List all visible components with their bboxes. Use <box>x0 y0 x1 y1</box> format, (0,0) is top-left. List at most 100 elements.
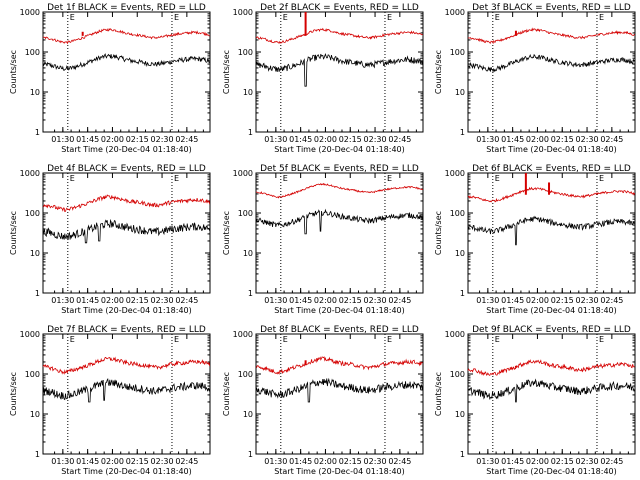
event-marker-label: E <box>387 13 392 22</box>
series-lld-line <box>255 182 424 199</box>
y-tick-label: 10 <box>455 249 465 258</box>
x-tick-label: 02:30 <box>151 457 174 466</box>
panel-title: Det 8f BLACK = Events, RED = LLD <box>260 325 419 335</box>
x-tick-label: 02:30 <box>151 135 174 144</box>
y-axis-label: Counts/sec <box>434 372 443 416</box>
x-tick-label: 02:45 <box>600 296 623 305</box>
y-tick-label: 10 <box>243 249 253 258</box>
y-tick-label: 1000 <box>233 330 253 339</box>
detector-panel-6: Det 6f BLACK = Events, RED = LLD 1 10 100 10… <box>434 164 636 315</box>
detector-panel-5: Det 5f BLACK = Events, RED = LLD 1 10 100 10… <box>222 164 424 315</box>
series-lld-line <box>255 27 423 44</box>
x-tick-label: 01:30 <box>264 296 287 305</box>
x-tick-label: 02:30 <box>576 296 599 305</box>
y-tick-label: 1 <box>460 289 465 298</box>
x-tick-label: 01:30 <box>476 135 499 144</box>
y-tick-label: 100 <box>25 48 40 57</box>
event-marker-label: E <box>174 335 179 344</box>
detector-panel-9: Det 9f BLACK = Events, RED = LLD 1 10 100 10… <box>434 325 636 476</box>
event-marker-label: E <box>599 335 604 344</box>
x-axis-label: Start Time (20-Dec-04 01:18:40) <box>61 467 192 476</box>
x-tick-label: 02:30 <box>364 135 387 144</box>
x-tick-label: 02:00 <box>526 296 549 305</box>
x-tick-label: 02:00 <box>101 296 124 305</box>
y-tick-label: 1000 <box>20 8 40 17</box>
y-tick-label: 1000 <box>445 330 465 339</box>
x-axis-label: Start Time (20-Dec-04 01:18:40) <box>486 467 617 476</box>
plot-frame <box>467 11 636 133</box>
event-marker-label: E <box>599 174 604 183</box>
x-tick-label: 01:30 <box>476 457 499 466</box>
x-axis-label: Start Time (20-Dec-04 01:18:40) <box>61 306 192 315</box>
x-axis-label: Start Time (20-Dec-04 01:18:40) <box>61 145 192 154</box>
x-tick-label: 02:45 <box>388 135 411 144</box>
y-axis-label: Counts/sec <box>222 372 231 416</box>
panel-title: Det 2f BLACK = Events, RED = LLD <box>260 3 419 13</box>
series-events-line <box>42 53 210 71</box>
event-marker-label: E <box>174 174 179 183</box>
series-events-line <box>255 53 424 87</box>
x-tick-label: 02:15 <box>339 296 362 305</box>
plot-frame <box>467 172 636 294</box>
series-events-line <box>255 377 424 403</box>
panel-title: Det 3f BLACK = Events, RED = LLD <box>472 3 631 13</box>
event-marker-label: E <box>495 174 500 183</box>
y-axis-label: Counts/sec <box>9 50 18 94</box>
plot-frame <box>255 172 424 294</box>
x-tick-label: 02:30 <box>364 296 387 305</box>
x-tick-label: 02:45 <box>600 135 623 144</box>
plot-frame <box>467 333 636 455</box>
x-tick-label: 02:15 <box>551 457 574 466</box>
x-tick-label: 01:45 <box>501 457 524 466</box>
y-tick-label: 1 <box>248 128 253 137</box>
event-marker-label: E <box>599 13 604 22</box>
series-lld-line <box>42 27 210 45</box>
panel-title: Det 7f BLACK = Events, RED = LLD <box>47 325 206 335</box>
y-axis-label: Counts/sec <box>222 211 231 255</box>
x-tick-label: 02:30 <box>576 135 599 144</box>
x-tick-label: 02:45 <box>388 296 411 305</box>
event-marker-label: E <box>495 13 500 22</box>
event-marker-label: E <box>387 335 392 344</box>
x-tick-label: 01:45 <box>289 296 312 305</box>
x-tick-label: 02:00 <box>314 457 337 466</box>
panel-title: Det 1f BLACK = Events, RED = LLD <box>47 3 206 13</box>
series-events-line <box>467 53 636 73</box>
x-tick-label: 02:30 <box>364 457 387 466</box>
y-tick-label: 1000 <box>233 8 253 17</box>
detector-panel-3: Det 3f BLACK = Events, RED = LLD 1 10 100 10… <box>434 3 636 154</box>
x-tick-label: 02:15 <box>339 135 362 144</box>
y-tick-label: 10 <box>243 410 253 419</box>
y-tick-label: 100 <box>450 209 465 218</box>
y-tick-label: 100 <box>238 209 253 218</box>
event-marker-label: E <box>283 335 288 344</box>
event-marker-label: E <box>283 13 288 22</box>
x-tick-label: 01:45 <box>501 296 524 305</box>
x-tick-label: 02:45 <box>600 457 623 466</box>
x-tick-label: 01:45 <box>289 135 312 144</box>
event-marker-label: E <box>70 335 75 344</box>
y-tick-label: 1000 <box>445 169 465 178</box>
x-tick-label: 01:30 <box>51 135 74 144</box>
y-tick-label: 1 <box>248 289 253 298</box>
panel-title: Det 9f BLACK = Events, RED = LLD <box>472 325 631 335</box>
x-tick-label: 02:00 <box>526 457 549 466</box>
y-tick-label: 10 <box>30 410 40 419</box>
x-axis-label: Start Time (20-Dec-04 01:18:40) <box>486 306 617 315</box>
y-axis-label: Counts/sec <box>9 211 18 255</box>
x-tick-label: 02:15 <box>551 135 574 144</box>
x-tick-label: 02:45 <box>175 135 198 144</box>
x-tick-label: 01:45 <box>289 457 312 466</box>
plot-frame <box>42 11 211 133</box>
series-events-line <box>255 208 424 235</box>
y-tick-label: 100 <box>238 370 253 379</box>
event-marker-label: E <box>387 174 392 183</box>
event-marker-label: E <box>495 335 500 344</box>
event-marker-label: E <box>70 174 75 183</box>
y-tick-label: 1000 <box>20 169 40 178</box>
series-lld-line <box>467 359 635 376</box>
detector-panel-8: Det 8f BLACK = Events, RED = LLD 1 10 100 10… <box>222 325 424 476</box>
plot-frame <box>255 11 424 133</box>
y-tick-label: 100 <box>450 48 465 57</box>
detector-panel-7: Det 7f BLACK = Events, RED = LLD 1 10 100 10… <box>9 325 211 476</box>
